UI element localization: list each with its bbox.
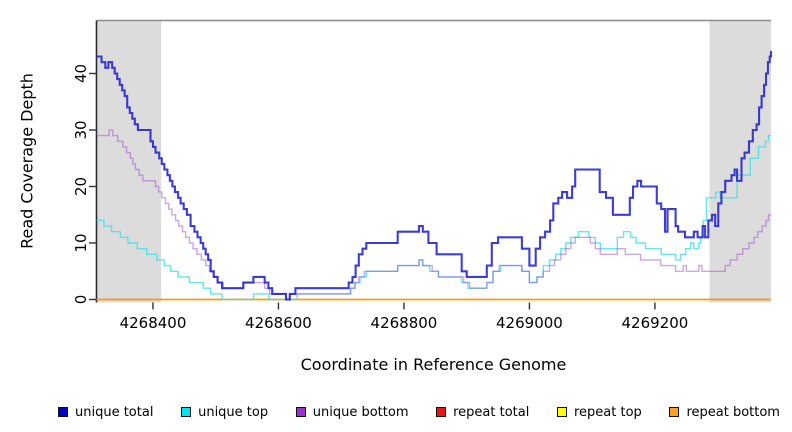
legend-swatch-unique-top — [181, 407, 192, 417]
y-tick-label: 10 — [72, 233, 90, 252]
legend-label-repeat-top: repeat top — [574, 404, 642, 420]
legend-swatch-repeat-bottom — [669, 407, 680, 417]
legend-item-unique-bottom: unique bottom — [295, 404, 409, 420]
legend-label-unique-total: unique total — [75, 404, 154, 420]
legend-swatch-repeat-top — [557, 407, 567, 417]
legend-swatch-unique-bottom — [295, 407, 306, 417]
y-tick-label: 30 — [72, 120, 90, 139]
legend-label-unique-top: unique top — [198, 404, 269, 420]
right-shaded-band — [709, 20, 771, 303]
series-unique-bottom — [96, 129, 771, 301]
x-tick-label: 4269200 — [622, 314, 689, 332]
x-tick-label: 4268600 — [245, 314, 312, 332]
legend-swatch-repeat-total — [436, 407, 447, 417]
legend-label-unique-bottom: unique bottom — [312, 404, 409, 420]
plot-area: 4268400 4268600 4268800 4269000 4269200 0 10 20… — [72, 19, 773, 332]
legend-swatch-unique-total — [58, 407, 68, 417]
legend: unique total unique top unique bottom re… — [0, 396, 792, 428]
legend-item-unique-total: unique total — [58, 405, 153, 420]
x-axis-title: Coordinate in Reference Genome — [300, 355, 567, 374]
series-unique-top — [96, 134, 771, 301]
legend-label-repeat-bottom: repeat bottom — [686, 404, 780, 420]
y-tick-label: 20 — [72, 177, 90, 196]
series-unique-total — [96, 50, 773, 301]
y-tick-label: 0 — [72, 295, 90, 305]
legend-item-repeat-bottom: repeat bottom — [669, 405, 780, 420]
legend-item-unique-top: unique top — [181, 405, 268, 420]
legend-item-repeat-top: repeat top — [557, 405, 642, 420]
x-tick-label: 4269000 — [496, 314, 563, 332]
legend-label-repeat-total: repeat total — [453, 404, 530, 420]
x-tick-label: 4268400 — [120, 314, 187, 332]
x-tick-label: 4268800 — [371, 314, 438, 332]
legend-item-repeat-total: repeat total — [436, 405, 529, 420]
y-tick-label: 40 — [72, 64, 90, 83]
y-axis-title: Read Coverage Depth — [17, 73, 37, 249]
